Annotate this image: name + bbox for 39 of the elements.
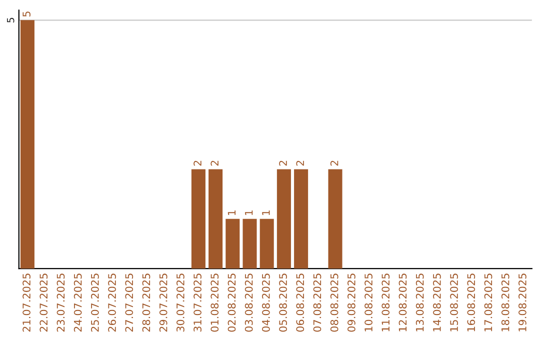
x-tick-label: 05.08.2025 bbox=[279, 274, 287, 332]
x-tick-label: 06.08.2025 bbox=[296, 274, 304, 332]
data-label: 2 bbox=[279, 160, 287, 166]
x-tick-label: 01.08.2025 bbox=[210, 274, 219, 332]
data-label: 1 bbox=[245, 210, 253, 215]
x-tick-label: 16.08.2025 bbox=[467, 274, 476, 332]
x-tick-label: 10.08.2025 bbox=[364, 274, 372, 332]
x-tick-label: 14.08.2025 bbox=[432, 274, 441, 332]
x-tick-label: 18.08.2025 bbox=[501, 274, 510, 332]
data-label: 2 bbox=[330, 160, 338, 166]
x-tick-label: 12.08.2025 bbox=[398, 274, 407, 332]
data-label: 1 bbox=[262, 210, 270, 215]
x-tick-label: 03.08.2025 bbox=[244, 274, 253, 332]
x-tick-label: 21.07.2025 bbox=[22, 274, 30, 332]
data-label: 5 bbox=[22, 12, 30, 17]
x-tick-label: 04.08.2025 bbox=[262, 274, 270, 332]
x-tick-label: 26.07.2025 bbox=[108, 274, 116, 332]
x-tick-label: 08.08.2025 bbox=[330, 274, 338, 332]
x-tick-label: 11.08.2025 bbox=[382, 274, 390, 332]
x-tick-label: 13.08.2025 bbox=[416, 274, 424, 332]
x-tick-label: 30.07.2025 bbox=[176, 274, 184, 332]
x-tick-label: 31.07.2025 bbox=[194, 274, 202, 332]
data-label: 2 bbox=[210, 160, 218, 166]
data-label: 2 bbox=[296, 160, 304, 166]
x-tick-label: 15.08.2025 bbox=[450, 274, 458, 332]
x-tick-label: 25.07.2025 bbox=[90, 274, 99, 332]
x-tick-label: 22.07.2025 bbox=[40, 274, 48, 332]
x-tick-label: 28.07.2025 bbox=[142, 274, 150, 332]
data-label: 2 bbox=[194, 160, 202, 166]
x-tick-label: 27.07.2025 bbox=[125, 274, 134, 332]
x-tick-label: 07.08.2025 bbox=[313, 274, 322, 332]
x-tick-label: 19.08.2025 bbox=[518, 274, 526, 332]
data-label: 1 bbox=[228, 210, 236, 215]
x-tick-label: 17.08.2025 bbox=[484, 274, 492, 332]
x-tick-label: 23.07.2025 bbox=[56, 274, 65, 332]
x-tick-label: 02.08.2025 bbox=[228, 274, 236, 332]
x-tick-label: 09.08.2025 bbox=[347, 274, 356, 332]
x-tick-label: 24.07.2025 bbox=[74, 274, 82, 332]
x-tick-label: 29.07.2025 bbox=[159, 274, 168, 332]
